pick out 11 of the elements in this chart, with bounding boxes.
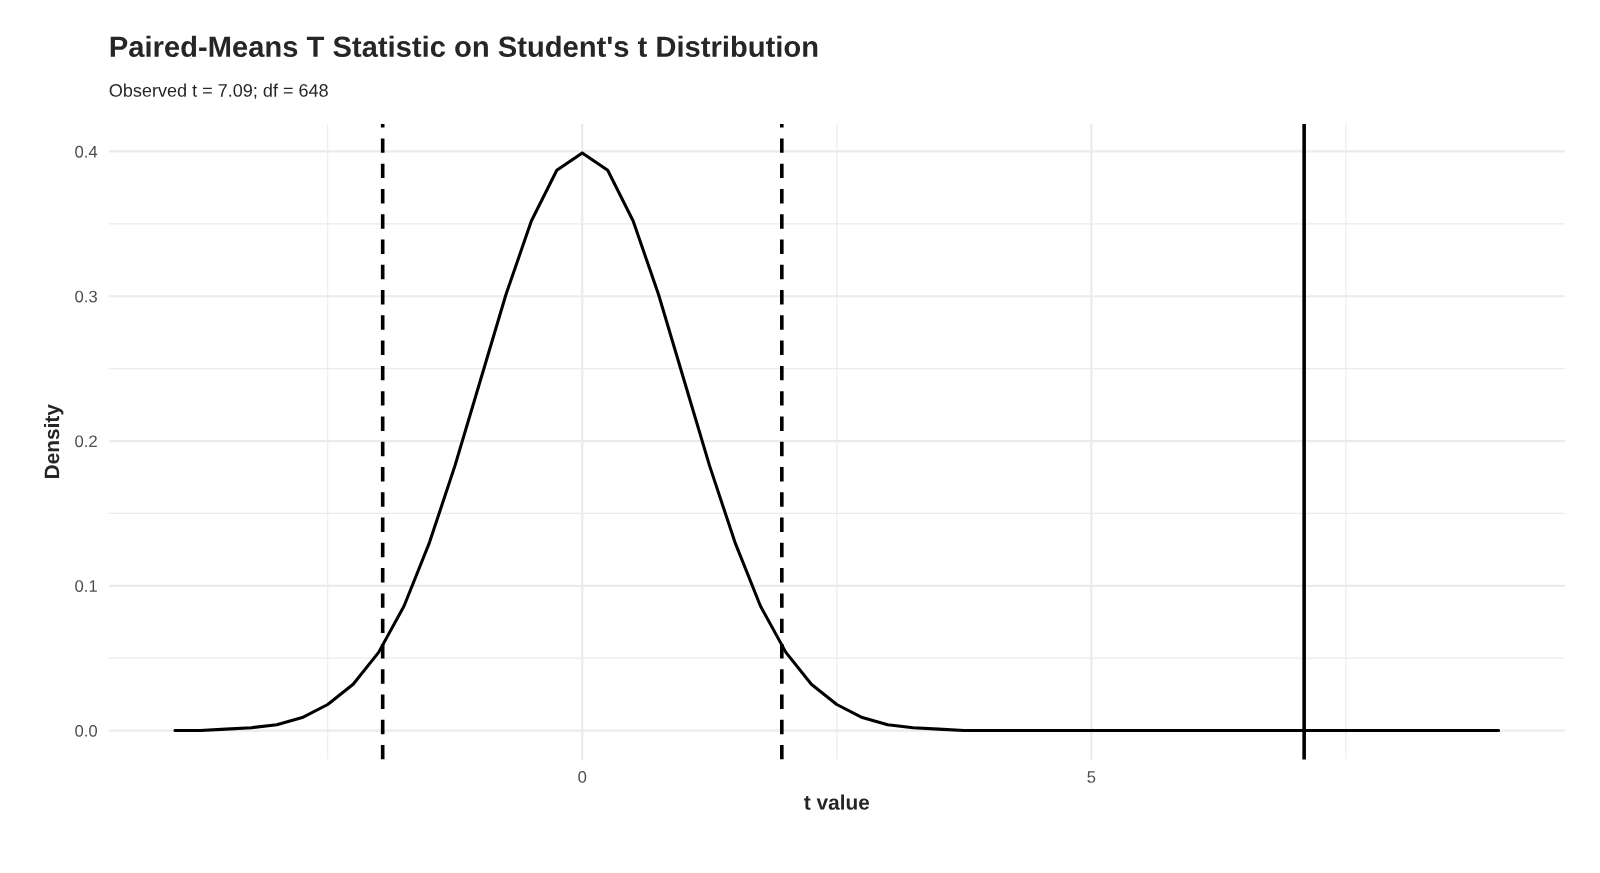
x-axis-title: t value xyxy=(804,794,870,810)
y-tick-label: 0.1 xyxy=(75,580,97,592)
y-tick-label: 0.0 xyxy=(75,724,98,737)
y-tick-label: 0.2 xyxy=(75,435,97,448)
y-tick-label: 0.3 xyxy=(75,290,97,303)
y-tick-label: 0.4 xyxy=(75,145,98,158)
x-tick-label: 0 xyxy=(578,771,587,783)
x-tick-label: 5 xyxy=(1087,771,1096,783)
chart-subtitle: Observed t = 7.09; df = 648 xyxy=(109,83,328,99)
y-axis-title: Density xyxy=(43,404,64,478)
chart-title: Paired-Means T Statistic on Student's t Distribution xyxy=(110,35,818,58)
